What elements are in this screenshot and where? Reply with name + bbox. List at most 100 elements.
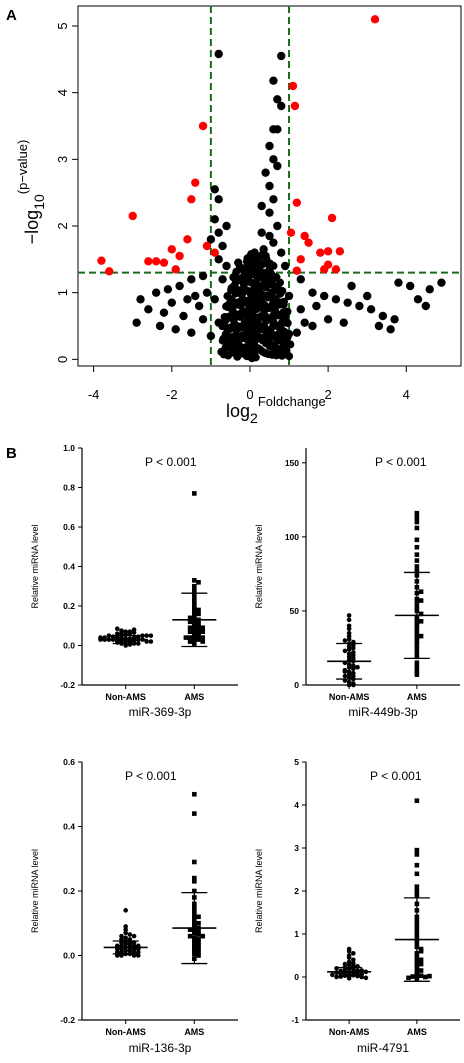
- y-axis-label: Relative miRNA level: [254, 524, 264, 608]
- significant-point: [292, 198, 302, 207]
- non-ams-point: [98, 635, 103, 640]
- non-significant-point: [425, 285, 434, 294]
- non-significant-point: [331, 295, 341, 304]
- ams-point: [414, 519, 420, 525]
- ams-point: [414, 558, 420, 563]
- non-significant-point: [339, 318, 348, 327]
- non-significant-point: [220, 313, 229, 322]
- non-significant-point: [175, 281, 184, 291]
- y-tick-label: 100: [285, 532, 299, 542]
- y-tick-label: 0.8: [63, 483, 75, 493]
- y-tick-label: 50: [290, 606, 300, 616]
- non-significant-point: [269, 238, 278, 247]
- non-ams-point: [140, 633, 145, 638]
- non-ams-point: [114, 635, 120, 640]
- ams-point: [196, 946, 201, 952]
- ams-point: [200, 625, 206, 631]
- category-label: Non-AMS: [329, 692, 370, 702]
- non-significant-point: [296, 275, 305, 284]
- non-significant-point: [144, 305, 153, 314]
- non-significant-point: [273, 95, 282, 104]
- non-significant-point: [210, 295, 219, 304]
- ams-point: [192, 578, 197, 583]
- non-ams-point: [119, 628, 124, 633]
- ams-point: [187, 615, 193, 621]
- ams-point: [200, 629, 206, 634]
- y-axis-label: Relative miRNA level: [30, 849, 40, 933]
- ams-point: [418, 611, 424, 617]
- ams-point: [414, 537, 420, 543]
- non-significant-point: [374, 321, 384, 331]
- non-significant-point: [261, 168, 270, 177]
- ams-point: [196, 623, 201, 629]
- significant-point: [144, 257, 153, 266]
- ams-point: [200, 639, 206, 644]
- ams-point: [414, 871, 420, 877]
- p-value-annotation: P < 0.001: [375, 455, 427, 469]
- dot-plot-panels: -0.2 0.0 0.2 0.4 0.6 0.8 1.0 Non-AMS AMS P < 0.00…: [30, 443, 460, 1055]
- ams-point: [192, 879, 197, 884]
- non-significant-point: [285, 352, 294, 361]
- non-ams-point: [144, 639, 149, 644]
- non-significant-point: [378, 311, 388, 321]
- significant-point: [286, 228, 296, 237]
- non-significant-point: [343, 298, 352, 307]
- ams-point: [414, 669, 420, 674]
- y-tick-label: 0: [294, 972, 299, 982]
- dot-plot-miR-449b-3p: 0 50 100 150 Non-AMS AMS P < 0.001 miR-449b-3p R…: [254, 448, 460, 719]
- significant-point: [335, 247, 345, 256]
- non-significant-point: [265, 231, 274, 241]
- category-label: AMS: [184, 1027, 204, 1037]
- ams-point: [414, 798, 420, 803]
- non-significant-point: [214, 255, 223, 264]
- ams-point: [418, 589, 424, 594]
- ams-point: [414, 544, 420, 550]
- ams-point: [196, 937, 201, 942]
- y-tick-label: 5: [294, 757, 299, 767]
- non-ams-point: [334, 966, 339, 971]
- non-significant-point: [308, 321, 317, 331]
- x-tick-label: -4: [88, 387, 100, 402]
- y-tick-label: 0: [294, 680, 299, 690]
- non-significant-point: [363, 291, 372, 301]
- non-ams-point: [123, 935, 128, 941]
- ams-point: [192, 587, 197, 593]
- p-value-annotation: P < 0.001: [125, 769, 177, 783]
- non-ams-point: [114, 631, 120, 636]
- non-significant-point: [210, 185, 219, 194]
- non-significant-point: [191, 291, 200, 301]
- non-significant-point: [286, 340, 295, 349]
- non-significant-point: [276, 278, 285, 287]
- non-significant-point: [273, 125, 282, 134]
- non-significant-point: [265, 141, 274, 151]
- y-axis-label: Relative miRNA level: [30, 524, 40, 608]
- non-ams-point: [346, 636, 352, 642]
- ams-point: [192, 888, 197, 894]
- non-significant-point: [155, 321, 165, 331]
- ams-point: [418, 633, 424, 639]
- ams-point: [196, 607, 201, 613]
- non-significant-point: [285, 329, 294, 338]
- ams-point: [418, 948, 424, 954]
- panel-label-b: B: [6, 445, 17, 462]
- ams-point: [192, 583, 197, 589]
- ams-point: [187, 619, 193, 625]
- ams-point: [192, 875, 197, 881]
- non-significant-point: [277, 51, 286, 61]
- significant-point: [97, 256, 106, 265]
- non-significant-point: [187, 275, 196, 284]
- non-significant-point: [277, 101, 286, 111]
- ams-point: [414, 884, 420, 889]
- non-significant-point: [222, 302, 231, 311]
- non-significant-point: [257, 228, 266, 237]
- mirna-name-label: miR-449b-3p: [348, 705, 418, 719]
- non-significant-point: [296, 305, 305, 314]
- ams-point: [406, 975, 411, 981]
- non-significant-point: [198, 315, 208, 324]
- ams-point: [200, 635, 206, 640]
- non-significant-point: [223, 292, 232, 301]
- non-ams-point: [102, 635, 107, 640]
- p-value-annotation: P < 0.001: [145, 455, 197, 469]
- non-significant-point: [265, 208, 274, 217]
- non-significant-point: [250, 248, 259, 257]
